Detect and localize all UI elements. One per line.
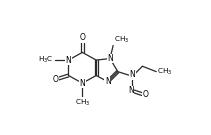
Text: N: N bbox=[80, 79, 85, 88]
Text: N: N bbox=[107, 54, 113, 63]
Text: CH$_3$: CH$_3$ bbox=[75, 98, 90, 108]
Text: O: O bbox=[79, 33, 85, 42]
Text: N: N bbox=[128, 86, 134, 95]
Text: CH$_3$: CH$_3$ bbox=[157, 67, 172, 77]
Text: CH$_3$: CH$_3$ bbox=[114, 34, 129, 45]
Text: O: O bbox=[53, 75, 58, 84]
Text: N: N bbox=[66, 56, 71, 65]
Text: H$_3$C: H$_3$C bbox=[38, 55, 54, 65]
Text: N: N bbox=[105, 77, 111, 86]
Text: N: N bbox=[130, 70, 135, 79]
Text: O: O bbox=[143, 90, 148, 99]
